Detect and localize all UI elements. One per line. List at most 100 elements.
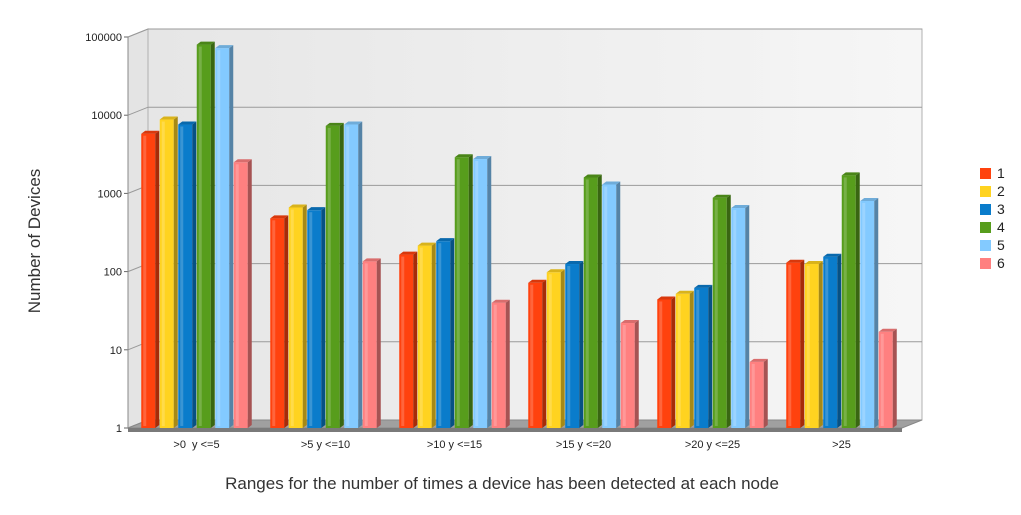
bar-highlight bbox=[198, 46, 202, 426]
bar-top bbox=[288, 204, 307, 208]
bar-side bbox=[229, 45, 234, 429]
bar bbox=[731, 205, 750, 428]
bar-highlight bbox=[290, 209, 294, 426]
legend-item: 2 bbox=[980, 183, 1005, 199]
bar-top bbox=[823, 253, 842, 257]
bar-side bbox=[874, 197, 879, 428]
gridline bbox=[127, 106, 922, 116]
bar-top bbox=[159, 116, 178, 120]
x-tick-label: >5 y <=10 bbox=[301, 439, 350, 451]
bar-highlight bbox=[622, 325, 626, 426]
bar-side bbox=[542, 279, 547, 428]
bar-side bbox=[800, 259, 805, 428]
legend-label: 5 bbox=[997, 237, 1005, 253]
bar-top bbox=[528, 279, 547, 283]
bar-side bbox=[671, 296, 676, 428]
bar-side bbox=[358, 121, 363, 428]
bar-side bbox=[487, 156, 492, 428]
x-tick-label: >25 bbox=[832, 439, 851, 451]
legend-label: 6 bbox=[997, 255, 1005, 271]
bar-side bbox=[192, 121, 197, 428]
x-tick-label: >10 y <=15 bbox=[427, 439, 482, 451]
bar-top bbox=[620, 320, 639, 324]
bar bbox=[233, 159, 252, 428]
bar-side bbox=[450, 238, 455, 428]
bar-top bbox=[786, 259, 805, 263]
bar-highlight bbox=[493, 304, 497, 426]
bar-top bbox=[178, 121, 197, 125]
bar-top bbox=[731, 205, 750, 209]
bar-top bbox=[694, 284, 713, 288]
legend: 1 2 3 4 5 6 bbox=[980, 165, 1005, 271]
bar bbox=[657, 296, 676, 428]
y-tick-label: 10000 bbox=[91, 110, 122, 122]
x-tick-label: >0 y <=5 bbox=[173, 439, 219, 451]
bar-highlight bbox=[843, 177, 847, 426]
bar-top bbox=[860, 197, 879, 201]
bar bbox=[159, 116, 178, 429]
y-axis-label: Number of Devices bbox=[25, 169, 44, 314]
bar bbox=[141, 130, 160, 428]
legend-swatch bbox=[980, 168, 991, 179]
bar-highlight bbox=[659, 301, 663, 426]
y-axis-ticks: 1 10 100 1000 10000 100000 bbox=[85, 32, 129, 435]
bar bbox=[786, 259, 805, 428]
x-axis-label: Ranges for the number of times a device … bbox=[225, 474, 779, 493]
bar-top bbox=[878, 328, 897, 332]
bar-top bbox=[473, 156, 492, 160]
bar-top bbox=[399, 251, 418, 255]
bar-top bbox=[841, 172, 860, 176]
bar-highlight bbox=[567, 266, 571, 426]
bar-highlight bbox=[475, 161, 479, 426]
bar-highlight bbox=[530, 284, 534, 426]
bar bbox=[307, 207, 326, 428]
bar-side bbox=[210, 41, 215, 428]
legend-swatch bbox=[980, 240, 991, 251]
bar-highlight bbox=[364, 263, 368, 426]
gridline bbox=[127, 28, 922, 38]
bar bbox=[288, 204, 307, 428]
bar-side bbox=[726, 194, 731, 428]
bar-highlight bbox=[880, 333, 884, 426]
legend-label: 4 bbox=[997, 219, 1005, 235]
bar bbox=[823, 253, 842, 428]
bar bbox=[491, 299, 510, 428]
bar-top bbox=[215, 45, 234, 49]
bar-highlight bbox=[327, 127, 331, 426]
bar-highlight bbox=[235, 164, 239, 426]
legend-swatch bbox=[980, 186, 991, 197]
legend-item: 4 bbox=[980, 219, 1005, 235]
bar-highlight bbox=[309, 212, 313, 426]
bar bbox=[178, 121, 197, 428]
bar bbox=[473, 156, 492, 428]
bar bbox=[878, 328, 897, 428]
bar-top bbox=[436, 238, 455, 242]
bar-highlight bbox=[585, 179, 589, 426]
bar-highlight bbox=[862, 202, 866, 426]
bar-highlight bbox=[419, 247, 423, 426]
bar-top bbox=[325, 122, 344, 126]
bar-highlight bbox=[733, 210, 737, 426]
bar-top bbox=[583, 174, 602, 178]
bar-top bbox=[546, 269, 565, 273]
bar-side bbox=[302, 204, 307, 428]
bar-side bbox=[155, 130, 160, 428]
bar-top bbox=[454, 154, 473, 158]
legend-label: 3 bbox=[997, 201, 1005, 217]
x-tick-label: >15 y <=20 bbox=[556, 439, 611, 451]
bar-top bbox=[712, 194, 731, 198]
bar-side bbox=[376, 258, 381, 428]
bar-highlight bbox=[604, 186, 608, 426]
bar bbox=[436, 238, 455, 428]
bar-highlight bbox=[714, 199, 718, 426]
bar-side bbox=[579, 261, 584, 428]
bar-highlight bbox=[696, 289, 700, 426]
legend-label: 1 bbox=[997, 165, 1005, 181]
bar-highlight bbox=[825, 258, 829, 426]
bar bbox=[565, 261, 584, 428]
bar-highlight bbox=[456, 159, 460, 426]
bar-side bbox=[892, 328, 897, 428]
bar-top bbox=[602, 181, 621, 185]
x-axis-ticks: >0 y <=5 >5 y <=10 >10 y <=15 >15 y <=20 >20… bbox=[173, 439, 850, 451]
